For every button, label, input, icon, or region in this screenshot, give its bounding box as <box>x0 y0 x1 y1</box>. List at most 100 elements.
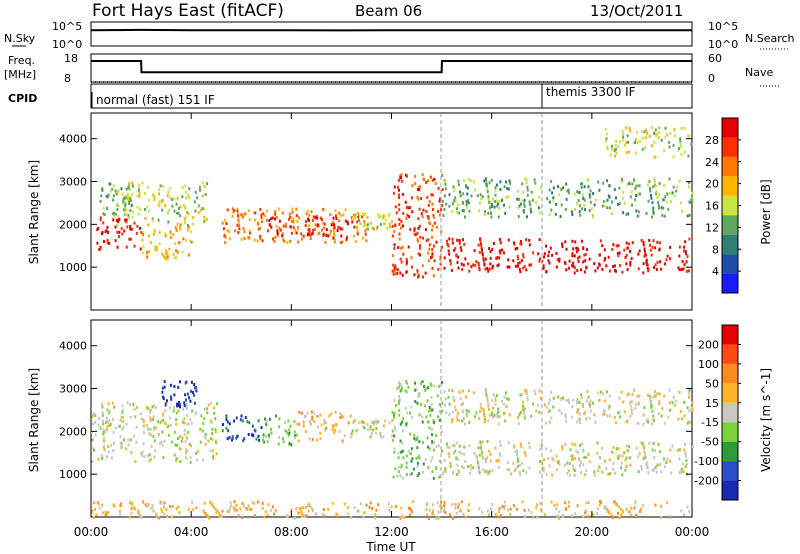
velocity-cell <box>623 410 626 414</box>
velocity-cell <box>675 399 678 403</box>
velocity-cell <box>179 460 182 464</box>
power-cell <box>525 238 527 242</box>
power-cell <box>662 198 665 202</box>
velocity-cell <box>375 508 378 512</box>
velocity-cell <box>415 437 418 441</box>
velocity-cell <box>425 387 427 391</box>
velocity-cell <box>612 467 615 471</box>
velocity-cell <box>639 510 641 513</box>
velocity-cell <box>185 405 188 409</box>
velocity-cell <box>97 502 100 506</box>
velocity-cell <box>161 443 164 447</box>
power-cell <box>478 266 481 270</box>
freq-right-tick-top: 60 <box>708 52 722 65</box>
power-cell <box>530 263 533 267</box>
velocity-cell <box>306 411 309 415</box>
velocity-cell <box>489 452 492 456</box>
velocity-cell <box>583 412 586 416</box>
velocity-cell <box>647 471 650 475</box>
velocity-cell <box>384 419 386 423</box>
power-cell <box>654 184 657 188</box>
velocity-cell <box>209 401 212 405</box>
velocity-colorbar-segment <box>722 422 738 442</box>
velocity-cell <box>663 421 666 425</box>
power-cell <box>631 241 634 245</box>
velocity-cell <box>582 515 585 518</box>
velocity-cell <box>418 394 421 398</box>
power-cell <box>691 191 694 195</box>
velocity-cell <box>216 402 218 406</box>
power-cell <box>363 213 365 217</box>
velocity-cell <box>631 412 633 415</box>
velocity-cell <box>133 407 136 411</box>
power-cell <box>669 257 671 261</box>
power-cell <box>261 239 264 243</box>
velocity-cell <box>448 388 451 392</box>
velocity-cell <box>472 391 475 395</box>
velocity-cell <box>133 434 135 438</box>
velocity-cell <box>487 404 490 408</box>
velocity-cell <box>428 426 431 430</box>
power-cell <box>176 222 179 226</box>
power-cell <box>421 215 424 219</box>
velocity-cell <box>550 416 553 420</box>
velocity-cell <box>183 428 186 432</box>
velocity-cell <box>211 427 214 431</box>
power-cell <box>615 196 617 200</box>
velocity-cell <box>173 430 176 434</box>
power-cell <box>248 236 251 240</box>
power-cell <box>290 231 293 235</box>
power-cell <box>393 185 396 189</box>
velocity-cell <box>142 418 145 422</box>
velocity-cell <box>585 469 588 472</box>
velocity-cell <box>302 424 305 428</box>
power-cell <box>122 199 125 203</box>
velocity-cell <box>624 458 627 462</box>
velocity-cell <box>497 422 500 426</box>
velocity-cell <box>460 500 463 504</box>
velocity-cell <box>411 457 414 461</box>
power-cell <box>602 181 605 185</box>
velocity-cell <box>450 420 453 424</box>
power-cell <box>384 218 387 222</box>
velocity-cell <box>205 512 208 516</box>
velocity-cell <box>545 447 547 451</box>
power-cell <box>603 204 606 208</box>
power-cell <box>261 220 263 224</box>
velocity-cell <box>433 384 436 388</box>
velocity-cell <box>449 461 452 465</box>
power-cell <box>516 246 519 250</box>
velocity-cell <box>488 470 491 474</box>
velocity-cell <box>652 416 655 420</box>
velocity-cell <box>507 508 510 512</box>
velocity-cell <box>369 427 372 431</box>
power-cell <box>281 232 284 236</box>
velocity-cell <box>585 417 588 421</box>
velocity-cell <box>573 457 576 461</box>
power-cell <box>671 191 674 195</box>
power-cell <box>292 220 295 224</box>
power-cell <box>580 186 583 190</box>
velocity-cell <box>479 440 482 444</box>
power-cell <box>314 228 316 231</box>
velocity-cell <box>476 461 479 465</box>
velocity-cell <box>607 472 610 476</box>
power-cell <box>181 195 184 199</box>
power-cell <box>429 256 432 260</box>
velocity-cell <box>311 507 314 511</box>
velocity-cell <box>570 514 573 517</box>
power-cell <box>308 224 311 228</box>
velocity-cell <box>278 435 281 439</box>
velocity-cell <box>507 461 510 465</box>
velocity-cell <box>196 449 199 453</box>
power-cell <box>399 271 402 275</box>
velocity-cell <box>175 422 178 426</box>
power-cell <box>146 254 149 258</box>
velocity-cell <box>659 463 661 466</box>
velocity-cell <box>97 457 100 461</box>
power-cell <box>597 180 600 184</box>
velocity-cell <box>304 505 307 509</box>
power-cell <box>457 255 460 259</box>
power-cell <box>450 268 453 272</box>
velocity-cell <box>371 507 374 510</box>
